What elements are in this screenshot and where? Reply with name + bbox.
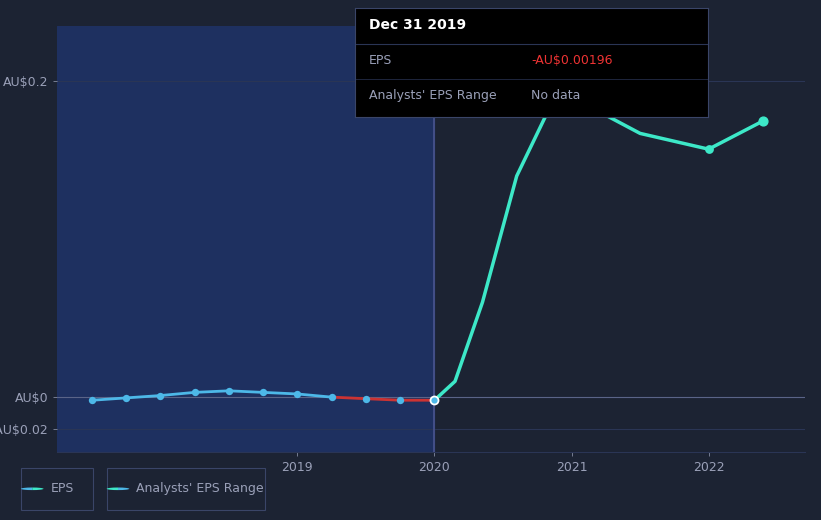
Point bbox=[222, 387, 236, 395]
Point bbox=[360, 395, 373, 403]
Text: EPS: EPS bbox=[50, 483, 74, 495]
Text: No data: No data bbox=[531, 88, 580, 101]
Wedge shape bbox=[118, 488, 130, 490]
Point bbox=[702, 145, 715, 153]
Point bbox=[565, 93, 578, 101]
Text: Analysts' EPS Range: Analysts' EPS Range bbox=[369, 88, 497, 101]
Point bbox=[154, 392, 167, 400]
Point bbox=[757, 116, 770, 125]
Point bbox=[291, 390, 304, 398]
Text: Analysts' EPS Range: Analysts' EPS Range bbox=[136, 483, 264, 495]
Bar bbox=[57, 26, 434, 452]
Point bbox=[256, 388, 269, 397]
Text: -AU$0.00196: -AU$0.00196 bbox=[531, 54, 612, 67]
Point bbox=[393, 396, 406, 405]
Text: Actual: Actual bbox=[392, 56, 429, 69]
Wedge shape bbox=[21, 488, 32, 490]
Text: EPS: EPS bbox=[369, 54, 392, 67]
Text: Analysts Forecasts: Analysts Forecasts bbox=[440, 56, 550, 69]
Text: Dec 31 2019: Dec 31 2019 bbox=[369, 18, 466, 32]
Point bbox=[119, 394, 132, 402]
Point bbox=[188, 388, 201, 397]
Point bbox=[85, 396, 99, 405]
Wedge shape bbox=[107, 488, 118, 490]
Point bbox=[428, 396, 441, 405]
Point bbox=[428, 396, 441, 405]
Wedge shape bbox=[32, 488, 44, 490]
Point bbox=[428, 396, 441, 405]
Point bbox=[325, 393, 338, 401]
